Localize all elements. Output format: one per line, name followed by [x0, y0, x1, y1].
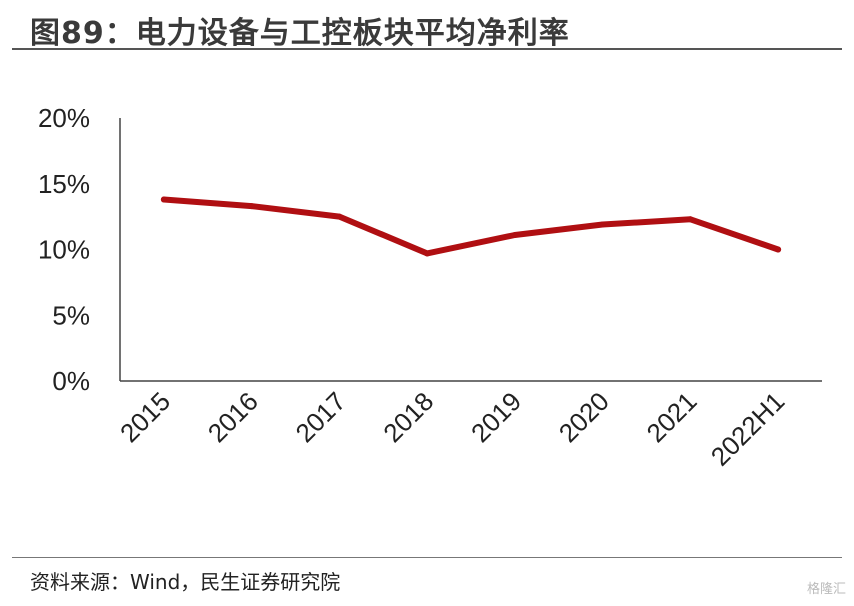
x-tick-label: 2017	[290, 386, 352, 448]
x-tick-label: 2018	[377, 386, 439, 448]
data-point	[336, 213, 343, 220]
x-tick-label: 2019	[465, 386, 527, 448]
source-divider	[12, 557, 842, 558]
data-point	[511, 232, 518, 239]
y-tick-label: 15%	[38, 169, 90, 199]
data-point	[248, 203, 255, 210]
y-tick-label: 10%	[38, 235, 90, 265]
series-line	[160, 196, 782, 257]
y-tick-label: 5%	[52, 300, 90, 330]
line-chart: 0%5%10%15%20% 2015 2016 2017 2018 2019 2020 20…	[38, 103, 822, 472]
y-axis: 0% 5% 10% 15% 20%	[38, 103, 121, 396]
x-axis: 2015 2016 2017 2018 2019 2020 2021 2022H1	[114, 380, 822, 472]
title-divider	[12, 48, 842, 50]
data-point	[160, 196, 167, 203]
data-point	[775, 246, 782, 253]
y-tick-label: 20%	[38, 103, 90, 133]
series-group	[160, 196, 782, 257]
data-point	[687, 216, 694, 223]
source-note: 资料来源：Wind，民生证券研究院	[30, 570, 341, 594]
x-tick-label: 2022H1	[705, 386, 791, 472]
data-point	[599, 221, 606, 228]
watermark-logo: 格隆汇	[806, 582, 846, 597]
chart-title: 图89：电力设备与工控板块平均净利率	[30, 16, 570, 51]
x-tick-label: 2015	[114, 386, 176, 448]
x-tick-label: 2016	[202, 386, 264, 448]
x-tick-label: 2021	[641, 386, 703, 448]
data-point	[424, 250, 431, 257]
y-tick-label: 0%	[52, 366, 90, 396]
x-tick-label: 2020	[553, 386, 615, 448]
